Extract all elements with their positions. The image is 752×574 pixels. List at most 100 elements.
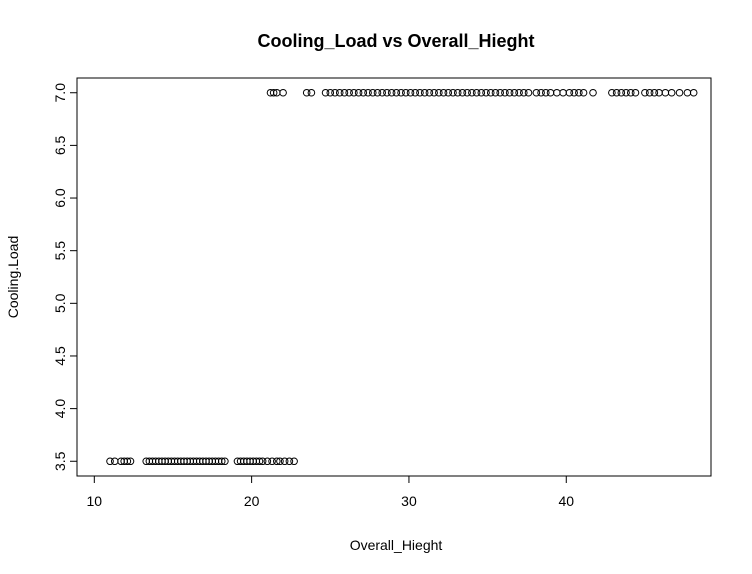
data-point: [608, 88, 616, 97]
data-point: [645, 88, 654, 97]
data-point: [449, 88, 457, 97]
data-point: [430, 88, 438, 97]
data-point: [570, 88, 578, 97]
x-tick-label: 10: [87, 493, 103, 509]
data-point: [477, 88, 486, 97]
data-point: [425, 88, 434, 97]
data-point: [401, 88, 410, 97]
data-point: [280, 457, 289, 466]
y-axis-label: Cooling.Load: [5, 236, 21, 319]
data-point: [510, 88, 519, 97]
data-point: [392, 88, 401, 97]
data-point: [272, 457, 281, 466]
data-point: [458, 88, 467, 97]
data-point: [331, 88, 339, 97]
data-point: [626, 88, 635, 97]
data-point: [368, 88, 377, 97]
data-point: [542, 88, 550, 97]
data-point: [537, 88, 545, 97]
data-point: [519, 88, 528, 97]
data-point: [472, 88, 481, 97]
data-point: [335, 88, 344, 97]
y-tick-label: 3.5: [52, 451, 68, 471]
data-point: [496, 88, 504, 97]
y-tick-label: 4.5: [52, 346, 68, 366]
y-tick-label: 6.0: [52, 188, 68, 208]
data-point: [453, 88, 462, 97]
data-point: [350, 88, 358, 97]
y-tick-label: 7.0: [52, 83, 68, 103]
data-point: [378, 88, 387, 97]
x-tick-label: 40: [558, 493, 574, 509]
data-point: [276, 457, 284, 466]
data-point: [307, 88, 316, 97]
y-tick-label: 5.0: [52, 293, 68, 313]
data-point: [482, 88, 490, 97]
data-point: [416, 88, 424, 97]
data-point: [486, 88, 495, 97]
data-point: [589, 88, 597, 97]
data-point: [565, 88, 574, 97]
data-point: [126, 457, 135, 466]
data-point: [667, 88, 676, 97]
data-point: [650, 88, 659, 97]
data-point: [285, 457, 294, 466]
data-point: [340, 88, 349, 97]
data-point: [326, 88, 335, 97]
y-tick-label: 6.5: [52, 135, 68, 155]
y-tick-label: 5.5: [52, 241, 68, 261]
data-point: [269, 88, 278, 97]
x-axis-label: Overall_Hieght: [350, 537, 443, 553]
data-point: [383, 88, 391, 97]
data-point: [290, 457, 298, 466]
data-point: [444, 88, 453, 97]
data-point: [387, 88, 396, 97]
data-point: [321, 88, 330, 97]
data-points: [106, 88, 698, 466]
data-point: [575, 88, 583, 97]
data-point: [435, 88, 443, 97]
data-point: [524, 88, 533, 97]
data-point: [359, 88, 368, 97]
data-point: [406, 88, 415, 97]
y-axis: 3.5 4.0 4.5 5.0 5.5 6.0 6.5 7.0: [52, 83, 78, 471]
data-point: [258, 457, 267, 466]
data-point: [397, 88, 405, 97]
data-point: [641, 88, 649, 97]
data-point: [439, 88, 448, 97]
x-axis: 10 20 30 40: [87, 475, 574, 509]
data-point: [255, 457, 264, 466]
data-point: [463, 88, 471, 97]
data-point: [123, 457, 132, 466]
data-point: [354, 88, 363, 97]
data-point: [491, 88, 500, 97]
data-point: [501, 88, 509, 97]
x-tick-label: 20: [244, 493, 260, 509]
chart-title: Cooling_Load vs Overall_Hieght: [257, 31, 534, 51]
data-point: [217, 457, 226, 466]
data-point: [364, 88, 372, 97]
data-point: [221, 457, 229, 466]
data-point: [617, 88, 626, 97]
data-point: [420, 88, 429, 97]
data-point: [302, 88, 311, 97]
data-point: [689, 88, 698, 97]
data-point: [279, 88, 287, 97]
data-point: [505, 88, 514, 97]
data-point: [631, 88, 640, 97]
x-tick-label: 30: [401, 493, 417, 509]
data-point: [468, 88, 476, 97]
data-point: [612, 88, 621, 97]
data-point: [515, 88, 523, 97]
data-point: [411, 88, 420, 97]
data-point: [373, 88, 382, 97]
data-point: [345, 88, 353, 97]
data-point: [532, 88, 541, 97]
data-point: [675, 88, 684, 97]
data-point: [622, 88, 630, 97]
data-point: [263, 457, 272, 466]
data-point: [268, 457, 276, 466]
data-point: [106, 457, 114, 466]
